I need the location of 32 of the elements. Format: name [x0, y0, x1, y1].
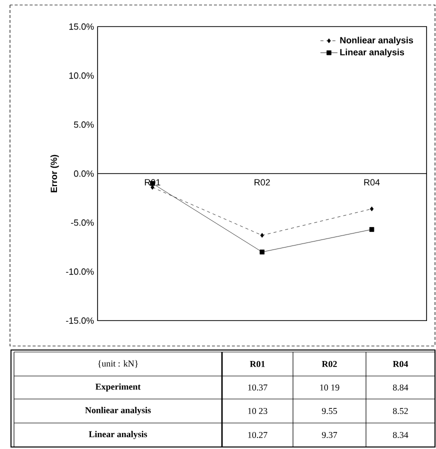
text: 10 23	[248, 408, 268, 414]
y-tick-label: -5.0%	[71, 219, 94, 226]
point	[260, 250, 264, 254]
legend-label: Nonliear analysis	[340, 36, 414, 46]
text: Nonliear analysis	[85, 406, 151, 416]
x-tick-label: R04	[364, 179, 380, 186]
point	[260, 232, 264, 238]
text: 8.52	[392, 408, 408, 414]
text: R01	[250, 360, 265, 368]
text: 10.27	[248, 432, 268, 438]
text: 9.55	[322, 408, 337, 414]
text: Linear analysis	[88, 430, 148, 440]
y-tick-label: 15.0%	[69, 23, 94, 30]
text: Experiment	[95, 383, 141, 392]
text: 10.37	[248, 384, 268, 391]
x-tick-label: R02	[254, 179, 270, 186]
text: 8.84	[392, 384, 408, 391]
y-tick-label: 0.0%	[74, 170, 94, 177]
text: R02	[322, 360, 337, 368]
point	[369, 227, 374, 232]
y-axis-title: Error (%)	[50, 154, 59, 192]
text: 8.34	[392, 432, 408, 438]
text: R04	[392, 360, 408, 368]
text: 9.37	[322, 432, 338, 438]
point	[370, 206, 374, 212]
legend-label: Linear analysis	[340, 48, 404, 58]
y-tick-label: 5.0%	[74, 121, 94, 128]
text: 10 19	[320, 384, 340, 391]
y-tick-label: -15.0%	[66, 317, 94, 324]
y-tick-label: -10.0%	[66, 268, 94, 275]
y-tick-label: 10.0%	[69, 72, 94, 79]
text: {unit : kN}	[98, 360, 138, 368]
